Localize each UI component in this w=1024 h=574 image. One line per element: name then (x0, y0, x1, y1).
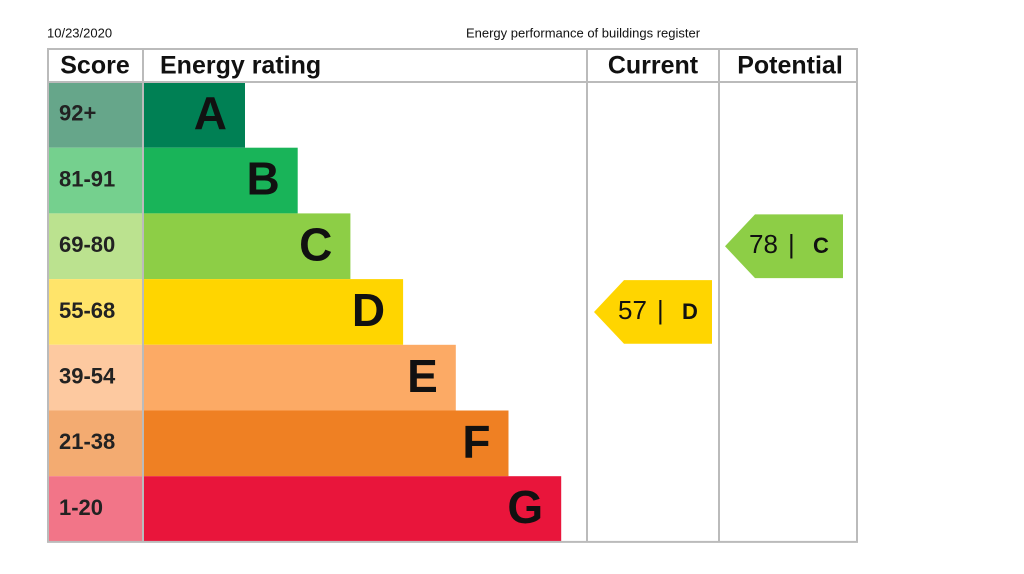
score-label: 21-38 (59, 429, 115, 454)
arrow-letter: D (682, 299, 698, 324)
score-cell (48, 410, 143, 477)
column-header: Potential (737, 52, 843, 80)
score-label: 55-68 (59, 298, 115, 323)
column-header: Current (608, 52, 699, 80)
rating-letter: C (299, 218, 332, 270)
rating-bar (143, 344, 456, 411)
rating-bar (143, 410, 509, 477)
table-border (47, 48, 858, 543)
rating-bar (143, 82, 245, 148)
rating-arrow (594, 280, 712, 344)
rating-letter: D (352, 284, 385, 336)
score-label: 69-80 (59, 232, 115, 257)
score-cell (48, 279, 143, 345)
rating-arrow (725, 214, 843, 279)
date: 10/23/2020 (47, 25, 112, 40)
rating-letter: F (462, 416, 490, 468)
score-label: 39-54 (59, 363, 116, 388)
arrow-value: 78 (749, 229, 778, 259)
rating-bar (143, 279, 404, 345)
score-cell (48, 213, 143, 280)
score-cell (48, 476, 143, 542)
rating-bar (143, 476, 562, 542)
column-header: Score (60, 52, 130, 80)
arrow-separator: | (788, 229, 795, 259)
arrow-value: 57 (618, 295, 647, 325)
score-cell (48, 82, 143, 148)
score-label: 1-20 (59, 495, 103, 520)
column-header: Energy rating (160, 52, 321, 80)
score-cell (48, 147, 143, 214)
page-title: Energy performance of buildings register (466, 25, 701, 40)
score-label: 92+ (59, 101, 96, 126)
rating-bar (143, 147, 298, 214)
rating-letter: G (507, 481, 543, 533)
score-label: 81-91 (59, 166, 115, 191)
arrow-separator: | (657, 295, 664, 325)
rating-letter: B (246, 153, 279, 205)
rating-letter: E (407, 350, 438, 402)
rating-letter: A (194, 87, 227, 139)
arrow-letter: C (813, 233, 829, 258)
rating-bar (143, 213, 351, 280)
score-cell (48, 344, 143, 411)
